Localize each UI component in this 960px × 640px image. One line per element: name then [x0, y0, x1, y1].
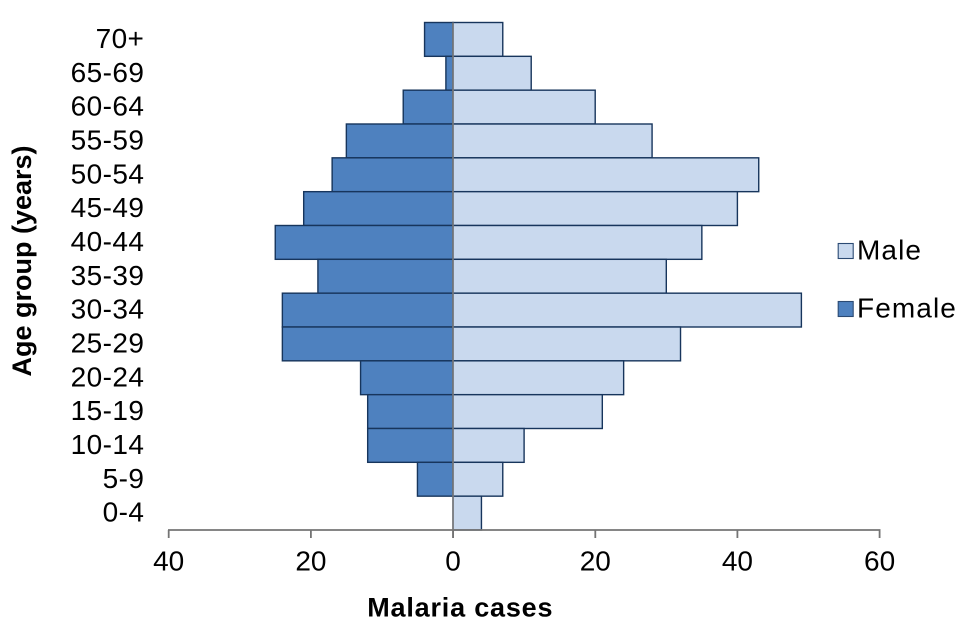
- svg-text:50-54: 50-54: [71, 158, 145, 189]
- svg-text:60: 60: [864, 546, 895, 577]
- svg-text:20: 20: [295, 546, 326, 577]
- svg-text:65-69: 65-69: [71, 57, 145, 88]
- svg-text:55-59: 55-59: [71, 124, 145, 155]
- svg-text:30-34: 30-34: [71, 294, 145, 325]
- svg-text:15-19: 15-19: [71, 395, 145, 426]
- svg-text:40: 40: [722, 546, 753, 577]
- svg-text:Malaria cases: Malaria cases: [367, 593, 553, 623]
- svg-text:40-44: 40-44: [71, 226, 145, 257]
- svg-text:Age group (years): Age group (years): [7, 145, 37, 376]
- svg-text:20-24: 20-24: [71, 361, 145, 392]
- svg-text:0: 0: [445, 546, 461, 577]
- svg-text:45-49: 45-49: [71, 192, 145, 223]
- svg-text:Male: Male: [857, 234, 922, 265]
- svg-text:40: 40: [153, 546, 184, 577]
- svg-text:Female: Female: [857, 293, 957, 324]
- svg-text:5-9: 5-9: [103, 463, 145, 494]
- svg-text:60-64: 60-64: [71, 91, 145, 122]
- svg-text:70+: 70+: [96, 23, 145, 54]
- svg-text:20: 20: [580, 546, 611, 577]
- svg-text:0-4: 0-4: [103, 497, 145, 528]
- svg-text:35-39: 35-39: [71, 260, 145, 291]
- svg-text:25-29: 25-29: [71, 327, 145, 358]
- svg-text:10-14: 10-14: [71, 429, 145, 460]
